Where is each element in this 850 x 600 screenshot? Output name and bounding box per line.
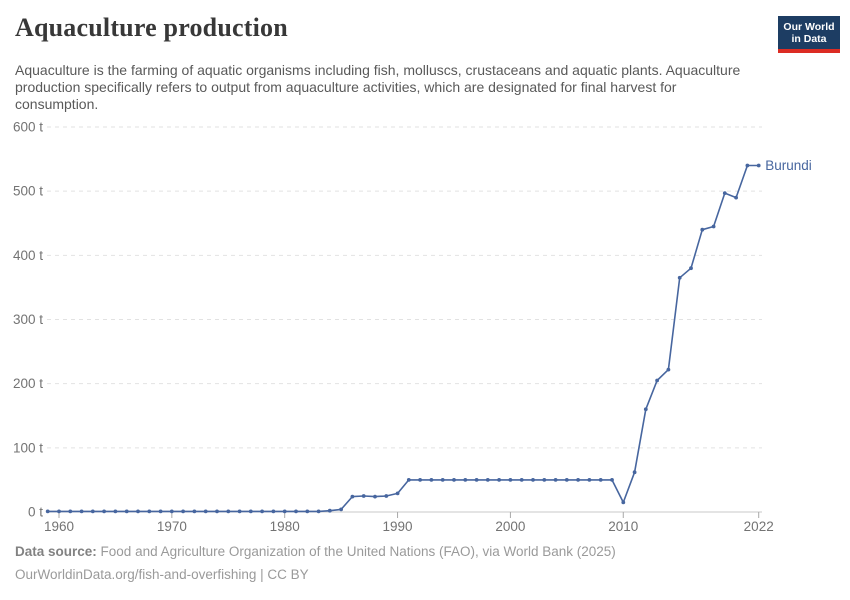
data-point-2017 [700, 227, 705, 232]
owid-logo[interactable]: Our World in Data [778, 16, 840, 53]
data-point-1990 [395, 491, 400, 496]
data-point-2013 [655, 378, 659, 383]
data-point-1975 [226, 509, 231, 514]
data-point-2006 [576, 478, 580, 482]
data-point-1995 [452, 478, 456, 482]
data-point-2014 [666, 367, 671, 372]
x-tick-label-2010: 2010 [608, 519, 638, 534]
data-point-1962 [79, 509, 84, 514]
data-point-1967 [136, 509, 140, 514]
data-point-1980 [282, 509, 287, 514]
data-point-1966 [124, 509, 129, 514]
data-point-2022 [756, 163, 761, 168]
chart-footer: Data source: Food and Agriculture Organi… [15, 541, 835, 587]
data-point-1963 [90, 509, 95, 514]
x-tick-label-2000: 2000 [495, 519, 525, 534]
data-point-2004 [553, 478, 558, 482]
data-point-2007 [587, 478, 592, 482]
data-point-1961 [68, 509, 73, 514]
y-tick-label-200: 200 t [13, 376, 43, 391]
data-point-1989 [384, 494, 389, 498]
data-point-2015 [677, 275, 682, 280]
y-tick-label-500: 500 t [13, 184, 43, 199]
data-point-1979 [271, 509, 276, 514]
entity-label[interactable]: Burundi [765, 158, 812, 173]
data-point-1991 [406, 478, 411, 482]
data-point-1969 [158, 509, 163, 514]
data-source-text: Food and Agriculture Organization of the… [100, 544, 616, 559]
data-point-1974 [215, 509, 219, 514]
data-point-1977 [248, 509, 253, 514]
x-tick-label-1970: 1970 [157, 519, 187, 534]
y-tick-label-600: 600 t [13, 120, 43, 135]
data-point-2003 [542, 478, 547, 482]
y-tick-label-0: 0 t [28, 505, 43, 520]
data-point-2012 [643, 407, 648, 412]
page-title: Aquaculture production [15, 13, 288, 42]
series-line-burundi[interactable] [46, 164, 760, 513]
data-point-1996 [463, 478, 468, 482]
data-point-1988 [373, 494, 377, 499]
data-point-1976 [237, 509, 242, 514]
data-point-1973 [203, 509, 208, 514]
owid-logo-line2: in Data [791, 33, 827, 45]
y-tick-label-400: 400 t [13, 248, 43, 263]
chart-subtitle: Aquaculture is the farming of aquatic or… [15, 62, 741, 112]
x-tick-label-1960: 1960 [44, 519, 74, 534]
data-point-1994 [440, 478, 445, 482]
data-point-2016 [689, 266, 693, 271]
data-point-2019 [722, 191, 727, 196]
y-tick-label-100: 100 t [13, 440, 43, 455]
data-point-2020 [734, 195, 738, 200]
data-point-1985 [339, 507, 343, 512]
y-tick-label-300: 300 t [13, 312, 43, 327]
data-point-2011 [632, 470, 637, 475]
data-point-2002 [531, 478, 535, 482]
data-point-2005 [564, 478, 569, 482]
data-point-1987 [361, 494, 366, 498]
data-point-2010 [621, 500, 626, 505]
data-point-1986 [350, 494, 355, 499]
data-point-1965 [113, 509, 118, 514]
data-point-1978 [260, 509, 264, 514]
data-point-2008 [598, 478, 603, 482]
data-point-1999 [497, 478, 501, 482]
data-point-2018 [711, 224, 716, 229]
x-tick-label-1990: 1990 [383, 519, 413, 534]
data-point-1981 [294, 509, 298, 514]
data-point-1968 [147, 509, 152, 514]
data-point-1960 [57, 509, 61, 514]
data-point-2000 [508, 478, 513, 482]
data-point-1998 [485, 478, 490, 482]
data-point-2009 [610, 478, 614, 482]
data-point-1997 [474, 478, 479, 482]
data-source-line: Data source: Food and Agriculture Organi… [15, 541, 835, 562]
x-tick-label-1980: 1980 [270, 519, 300, 534]
data-point-1983 [316, 509, 321, 514]
data-point-1972 [192, 509, 197, 514]
data-point-2021 [745, 163, 750, 168]
x-tick-label-2022: 2022 [744, 519, 774, 534]
license-line: OurWorldinData.org/fish-and-overfishing … [15, 567, 309, 582]
owid-logo-line1: Our World [783, 21, 835, 33]
data-point-1971 [181, 509, 186, 514]
data-point-1992 [418, 478, 422, 482]
data-point-1970 [169, 509, 174, 514]
data-point-1993 [429, 478, 434, 482]
data-point-1964 [102, 509, 106, 514]
data-point-2001 [519, 478, 524, 482]
data-source-label: Data source: [15, 544, 97, 559]
data-point-1984 [327, 508, 332, 513]
data-point-1959 [45, 509, 50, 514]
data-point-1982 [305, 509, 310, 514]
